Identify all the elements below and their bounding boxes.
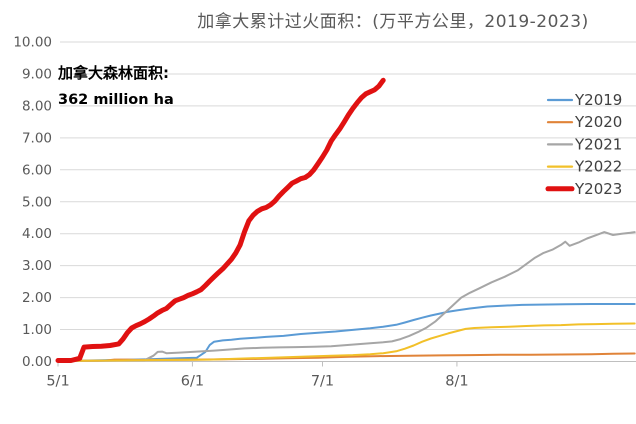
forest-area-annotation: 加拿大森林面积: 362 million ha xyxy=(58,62,174,108)
series-line-y2019 xyxy=(57,303,636,362)
y-axis-tick-label: 9.00 xyxy=(22,66,52,82)
y-axis-tick-label: 2.00 xyxy=(22,290,52,306)
legend-item-y2022: Y2022 xyxy=(546,158,622,176)
annotation-line1: 加拿大森林面积: xyxy=(58,64,169,82)
series-line-y2021 xyxy=(57,231,636,362)
y-axis-tick-label: 7.00 xyxy=(22,130,52,146)
series-line-y2023 xyxy=(55,77,386,363)
y-axis-tick-label: 0.00 xyxy=(22,354,52,370)
legend-item-y2020: Y2020 xyxy=(546,113,622,131)
legend-label: Y2021 xyxy=(574,135,622,153)
y-axis-tick-label: 1.00 xyxy=(22,322,52,338)
y-axis-tick-label: 4.00 xyxy=(22,226,52,242)
legend-item-y2021: Y2021 xyxy=(546,135,622,153)
x-axis-tick-label: 6/1 xyxy=(181,374,204,390)
legend-item-y2023: Y2023 xyxy=(545,180,622,198)
annotation-line2: 362 million ha xyxy=(58,92,174,108)
x-axis-tick-label: 5/1 xyxy=(46,374,69,390)
y-axis-tick-label: 8.00 xyxy=(22,98,52,114)
legend-label: Y2023 xyxy=(574,180,622,198)
chart-title: 加拿大累计过火面积：(万平方公里，2019-2023) xyxy=(197,12,589,32)
legend-label: Y2020 xyxy=(574,113,622,131)
legend-label: Y2019 xyxy=(574,91,622,109)
y-axis-tick-label: 10.00 xyxy=(13,35,52,51)
x-axis-tick-label: 7/1 xyxy=(311,374,334,390)
series-line-y2022 xyxy=(57,322,636,362)
y-axis-tick-label: 6.00 xyxy=(22,162,52,178)
y-axis-tick-label: 3.00 xyxy=(22,258,52,274)
y-axis-tick-label: 5.00 xyxy=(22,194,52,210)
legend-label: Y2022 xyxy=(574,158,622,176)
x-axis-tick-label: 8/1 xyxy=(445,374,468,390)
legend-item-y2019: Y2019 xyxy=(546,91,622,109)
